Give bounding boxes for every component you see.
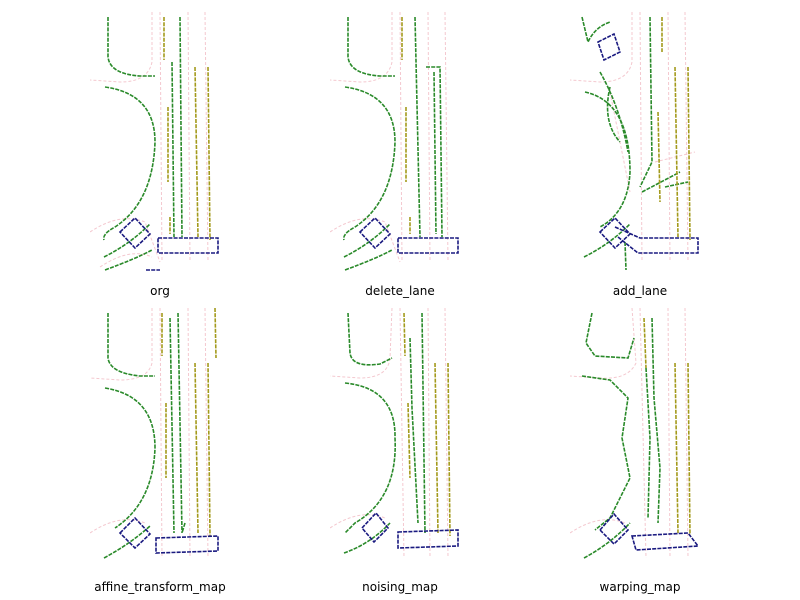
panel-org: org [90,12,230,302]
panel-warping-map: warping_map [570,308,710,598]
panel-label: noising_map [362,580,438,594]
map-delete-lane [330,12,459,271]
panel-affine-transform-map: affine_transform_map [90,308,230,598]
panel-label: org [150,284,170,298]
map-org [90,12,219,271]
panel-label: add_lane [612,284,668,298]
panel-label: warping_map [599,580,681,594]
panel-delete-lane: delete_lane [330,12,470,302]
map-add-lane [570,12,699,271]
map-affine-transform-map [90,308,219,559]
panel-add-lane: add_lane [570,12,710,302]
map-noising-map [330,308,459,559]
panel-noising-map: noising_map [330,308,470,598]
panel-label: delete_lane [365,284,435,298]
panel-label: affine_transform_map [94,580,226,594]
map-warping-map [570,308,700,559]
